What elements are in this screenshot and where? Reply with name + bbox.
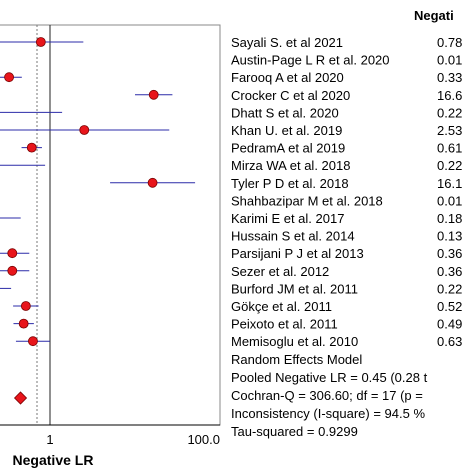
study-name: Khan U. et al. 2019 — [231, 123, 342, 138]
study-value: 16.6 — [437, 88, 462, 103]
study-name: Hussain S et al. 2014 — [231, 229, 355, 244]
study-point — [20, 301, 31, 311]
study-value: 0.18 — [437, 211, 462, 226]
study-name: Mirza WA et al. 2018 — [231, 158, 350, 173]
study-marks — [0, 37, 196, 405]
study-value: 0.22 — [437, 158, 462, 173]
study-name: Farooq A et al 2020 — [231, 70, 344, 85]
study-point — [147, 177, 158, 188]
study-name: Dhatt S et al. 2020 — [231, 105, 339, 120]
x-axis: 1 100.0 Negative LR — [13, 432, 220, 468]
summary-block: Random Effects Model Pooled Negative LR … — [231, 352, 428, 439]
study-value: 16.1 — [437, 176, 462, 191]
study-value: 0.36 — [437, 246, 462, 261]
study-value: 0.36 — [437, 264, 462, 279]
column-header: Negati — [414, 8, 454, 23]
study-name: Tyler P D et al. 2018 — [231, 176, 349, 191]
summary-line-1: Random Effects Model — [231, 352, 362, 367]
study-value: 0.63 — [437, 334, 462, 349]
study-point — [7, 248, 18, 259]
x-axis-title: Negative LR — [13, 452, 94, 468]
study-name: Parsijani P J et al 2013 — [231, 246, 364, 261]
study-value: 0.49 — [437, 317, 462, 332]
study-point — [28, 336, 38, 347]
summary-line-2: Pooled Negative LR = 0.45 (0.28 t — [231, 370, 428, 385]
pooled-diamond — [13, 391, 28, 405]
study-value: 0.61 — [437, 141, 462, 156]
study-labels: Sayali S. et al 2021 0.78 Austin-Page L R … — [231, 35, 462, 349]
study-name: Shahbazipar M et al. 2018 — [231, 193, 383, 208]
study-name: Peixoto et al. 2011 — [231, 317, 338, 332]
study-value: 0.01 — [437, 53, 462, 68]
study-value: 0.13 — [437, 229, 462, 244]
x-tick-label-1: 1 — [46, 432, 53, 447]
study-name: Sayali S. et al 2021 — [231, 35, 343, 50]
study-name: Sezer et al. 2012 — [231, 264, 329, 279]
study-point — [79, 125, 90, 135]
study-name: Karimi E et al. 2017 — [231, 211, 344, 226]
study-name: Memisoglu et al. 2010 — [231, 334, 358, 349]
study-value: 0.01 — [437, 193, 462, 208]
study-value: 0.22 — [437, 281, 462, 296]
study-name: Crocker C et al 2020 — [231, 88, 350, 103]
study-value: 2.53 — [437, 123, 462, 138]
study-point — [35, 37, 46, 47]
study-value: 0.22 — [437, 105, 462, 120]
study-point — [4, 72, 14, 83]
study-name: Austin-Page L R et al. 2020 — [231, 53, 390, 68]
study-point — [148, 89, 159, 100]
study-value: 0.52 — [437, 299, 462, 314]
study-value: 0.33 — [437, 70, 462, 85]
study-name: Gökçe et al. 2011 — [231, 299, 332, 314]
summary-line-3: Cochran-Q = 306.60; df = 17 (p = — [231, 388, 423, 403]
x-tick-label-100: 100.0 — [187, 432, 220, 447]
plot-frame-group — [0, 24, 221, 426]
summary-line-4: Inconsistency (I-square) = 94.5 % — [231, 406, 425, 421]
study-name: Burford JM et al. 2011 — [231, 281, 358, 296]
study-point — [26, 142, 37, 153]
study-name: PedramA et al 2019 — [231, 141, 345, 156]
study-value: 0.78 — [437, 35, 462, 50]
study-point — [18, 318, 29, 329]
summary-line-5: Tau-squared = 0.9299 — [231, 424, 358, 439]
study-point — [7, 265, 18, 276]
plot-frame — [0, 24, 221, 426]
